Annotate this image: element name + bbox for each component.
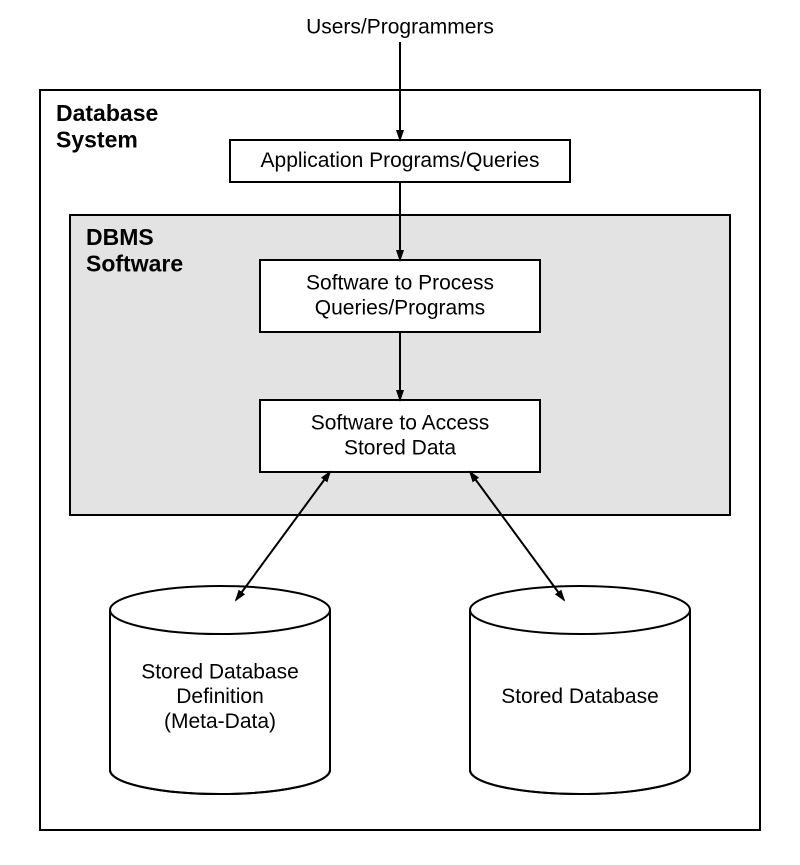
app-label: Application Programs/Queries	[261, 149, 540, 172]
proc-label: Software to ProcessQueries/Programs	[306, 271, 494, 319]
db-label: Stored Database	[501, 685, 659, 708]
db-system-label: DatabaseSystem	[56, 100, 158, 152]
db-cylinder-top	[470, 586, 690, 634]
meta-cylinder-top	[110, 586, 330, 634]
users-label: Users/Programmers	[306, 16, 494, 39]
